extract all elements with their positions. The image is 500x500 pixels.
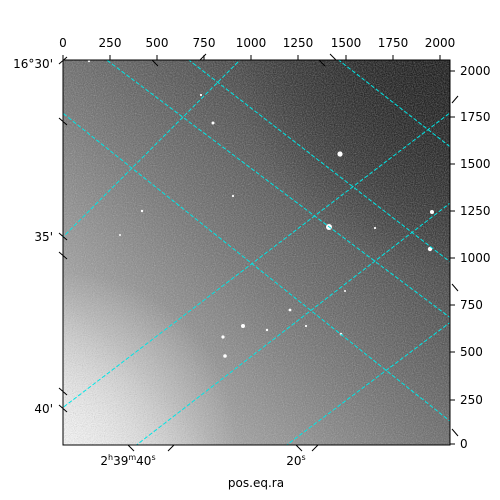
top-tick-label: 2000 xyxy=(425,36,456,50)
sky-image xyxy=(63,60,450,445)
grid-line xyxy=(105,60,450,319)
left-tick-label: 40' xyxy=(34,402,53,416)
tick-mark xyxy=(329,53,337,61)
star xyxy=(87,60,91,63)
right-axis-labels: 0 250 500 750 1000 1250 1500 1750 2000 xyxy=(460,64,491,451)
tick-mark xyxy=(127,444,135,452)
top-tick-label: 500 xyxy=(146,36,169,50)
tick-mark xyxy=(58,251,68,260)
top-tick-label: 250 xyxy=(99,36,122,50)
bottom-tick-label-ra-hms: 2h39m40s xyxy=(100,453,155,468)
tick-mark xyxy=(451,95,459,104)
star xyxy=(223,354,227,358)
tick-mark xyxy=(58,404,68,413)
tick-mark xyxy=(58,56,68,65)
tick-mark xyxy=(58,117,68,126)
grid-line xyxy=(63,112,450,409)
star xyxy=(427,246,433,252)
right-tick-label: 2000 xyxy=(460,64,491,78)
top-tick-label: 1750 xyxy=(378,36,409,50)
right-tick-label: 1500 xyxy=(460,157,491,171)
star xyxy=(373,226,377,230)
star xyxy=(140,209,144,213)
star xyxy=(231,194,235,198)
left-axis-labels: 16°30' 35' 40' xyxy=(13,57,53,416)
top-axis-labels: 0 250 500 750 1000 1250 1500 1750 2000 xyxy=(59,36,455,50)
right-tick-label: 0 xyxy=(460,437,468,451)
tick-mark xyxy=(311,444,319,452)
grid-line xyxy=(63,112,450,422)
star xyxy=(221,335,225,339)
right-tick-label: 250 xyxy=(460,393,483,407)
star xyxy=(430,210,434,214)
grid-line xyxy=(337,60,450,148)
right-tick-label: 750 xyxy=(460,298,483,312)
top-tick-label: 0 xyxy=(59,36,67,50)
tick-mark xyxy=(167,444,175,452)
right-tick-label: 1250 xyxy=(460,204,491,218)
bottom-tick-label-ra-s: 20s xyxy=(286,453,305,468)
bottom-axis-labels: 2h39m40s 20s xyxy=(100,453,305,468)
left-tick-label: 16°30' xyxy=(13,57,53,71)
right-tick-label: 1000 xyxy=(460,251,491,265)
grid-line xyxy=(188,60,450,263)
plot-frame xyxy=(62,59,451,446)
star-field xyxy=(87,60,434,358)
grid-line xyxy=(135,202,450,445)
tick-mark xyxy=(451,428,459,437)
star xyxy=(265,328,269,332)
star xyxy=(241,324,245,328)
tick-mark xyxy=(199,53,207,61)
star xyxy=(119,234,121,236)
x-axis-title: pos.eq.ra xyxy=(228,476,284,490)
tick-mark xyxy=(318,59,326,67)
right-tick-label: 500 xyxy=(460,345,483,359)
right-tick-label: 1750 xyxy=(460,110,491,124)
tick-mark xyxy=(295,444,303,452)
top-tick-label: 750 xyxy=(193,36,216,50)
star xyxy=(304,324,308,328)
top-tick-label: 1000 xyxy=(236,36,267,50)
tick-mark xyxy=(451,283,459,292)
grid-line xyxy=(63,60,241,238)
top-tick-label: 1500 xyxy=(331,36,362,50)
star xyxy=(288,308,292,312)
tick-mark xyxy=(58,232,68,241)
star xyxy=(344,290,346,292)
top-tick-label: 1250 xyxy=(283,36,314,50)
star xyxy=(199,93,203,97)
tick-mark xyxy=(151,59,159,67)
axis-ticks xyxy=(58,53,459,452)
tick-mark xyxy=(58,387,68,396)
star xyxy=(211,121,215,125)
coordinate-grid xyxy=(63,60,450,445)
left-tick-label: 35' xyxy=(34,230,53,244)
star xyxy=(337,151,343,157)
